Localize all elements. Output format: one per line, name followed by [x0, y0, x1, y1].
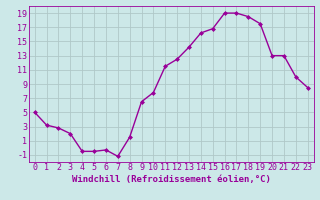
X-axis label: Windchill (Refroidissement éolien,°C): Windchill (Refroidissement éolien,°C): [72, 175, 271, 184]
